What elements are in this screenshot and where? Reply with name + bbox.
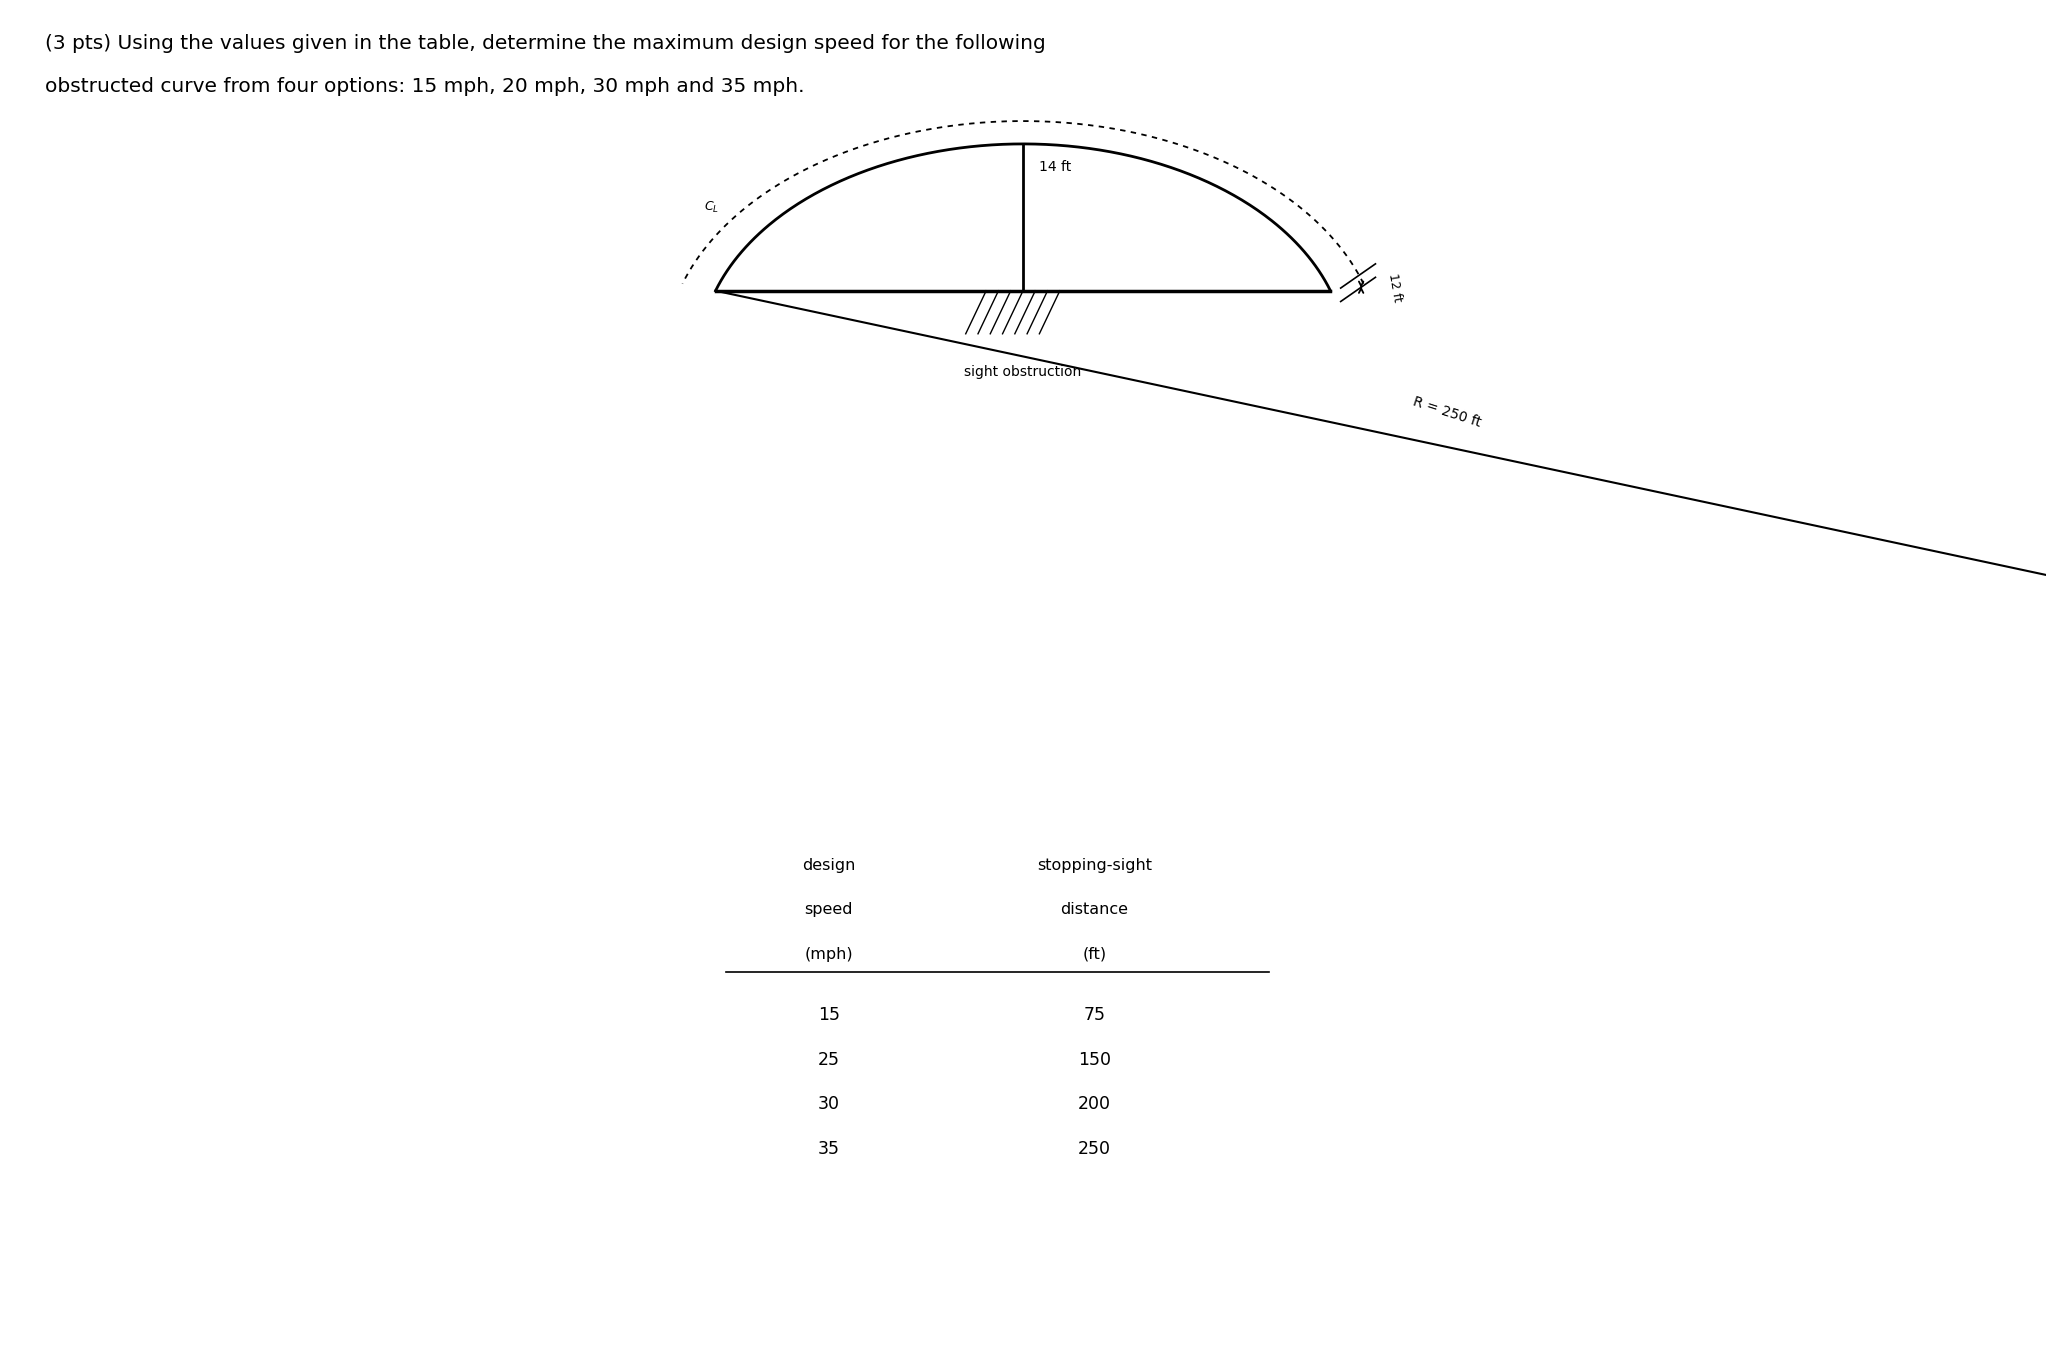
Text: distance: distance (1060, 902, 1129, 917)
Text: 30: 30 (818, 1095, 839, 1114)
Text: 150: 150 (1078, 1050, 1111, 1069)
Text: 75: 75 (1084, 1006, 1105, 1025)
Text: sight obstruction: sight obstruction (964, 364, 1082, 379)
Text: $\mathit{C}_L$: $\mathit{C}_L$ (704, 199, 720, 215)
Text: 35: 35 (818, 1139, 839, 1158)
Text: 14 ft: 14 ft (1039, 160, 1072, 174)
Text: (ft): (ft) (1082, 947, 1107, 962)
Text: 15: 15 (818, 1006, 839, 1025)
Text: 25: 25 (818, 1050, 839, 1069)
Text: 200: 200 (1078, 1095, 1111, 1114)
Text: (mph): (mph) (804, 947, 853, 962)
Text: R = 250 ft: R = 250 ft (1412, 394, 1483, 429)
Text: design: design (802, 858, 855, 873)
Text: stopping-sight: stopping-sight (1037, 858, 1152, 873)
Text: 12 ft: 12 ft (1385, 272, 1404, 303)
Text: 250: 250 (1078, 1139, 1111, 1158)
Text: (3 pts) Using the values given in the table, determine the maximum design speed : (3 pts) Using the values given in the ta… (45, 34, 1046, 52)
Text: speed: speed (804, 902, 853, 917)
Text: obstructed curve from four options: 15 mph, 20 mph, 30 mph and 35 mph.: obstructed curve from four options: 15 m… (45, 77, 804, 95)
